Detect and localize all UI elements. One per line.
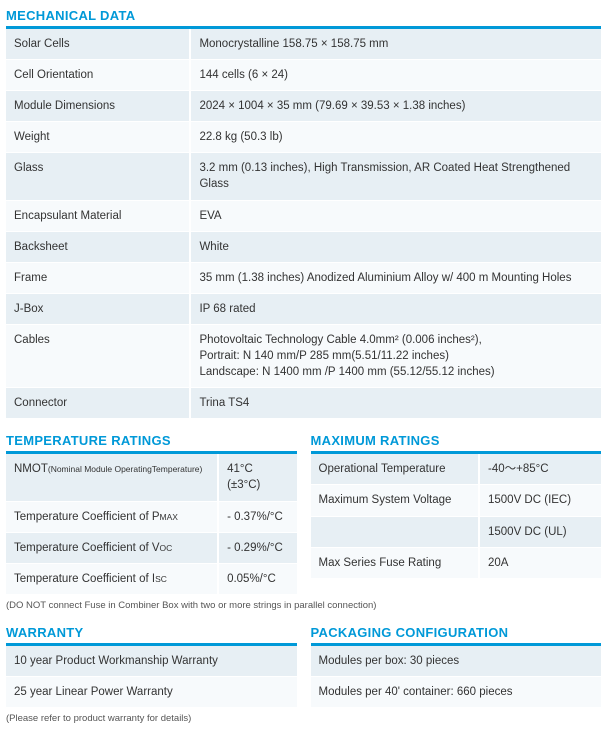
table-row: Weight 22.8 kg (50.3 lb) bbox=[6, 122, 601, 153]
temperature-table: NMOT(Nominal Module OperatingTemperature… bbox=[6, 454, 297, 594]
nmot-sub: (Nominal Module OperatingTemperature) bbox=[48, 464, 203, 474]
spec-label: Temperature Coefficient of ISC bbox=[6, 563, 218, 594]
spec-value: 35 mm (1.38 inches) Anodized Aluminium A… bbox=[190, 262, 601, 293]
table-row: 10 year Product Workmanship Warranty bbox=[6, 646, 297, 677]
table-row: Modules per box: 30 pieces bbox=[311, 646, 602, 677]
spec-label: Backsheet bbox=[6, 231, 190, 262]
table-row: Modules per 40' container: 660 pieces bbox=[311, 676, 602, 707]
spec-label: Frame bbox=[6, 262, 190, 293]
spec-label: Solar Cells bbox=[6, 29, 190, 60]
spec-value: Modules per box: 30 pieces bbox=[311, 646, 602, 677]
spec-label: Connector bbox=[6, 388, 190, 419]
spec-label: Glass bbox=[6, 153, 190, 200]
spec-value: - 0.37%/°C bbox=[218, 501, 296, 532]
spec-label: Cell Orientation bbox=[6, 60, 190, 91]
table-row: Max Series Fuse Rating 20A bbox=[311, 547, 602, 578]
spec-value: 1500V DC (UL) bbox=[479, 516, 601, 547]
maximum-title: MAXIMUM RATINGS bbox=[311, 433, 602, 454]
spec-label: Max Series Fuse Rating bbox=[311, 547, 479, 578]
table-row: Encapsulant Material EVA bbox=[6, 200, 601, 231]
spec-label: J-Box bbox=[6, 293, 190, 324]
table-row: J-Box IP 68 rated bbox=[6, 293, 601, 324]
cables-line: Portrait: N 140 mm/P 285 mm(5.51/11.22 i… bbox=[199, 350, 449, 362]
spec-value: EVA bbox=[190, 200, 601, 231]
spec-label: Temperature Coefficient of VOC bbox=[6, 532, 218, 563]
spec-value: 41°C (±3°C) bbox=[218, 454, 296, 501]
spec-label bbox=[311, 516, 479, 547]
temperature-title: TEMPERATURE RATINGS bbox=[6, 433, 297, 454]
spec-label: Weight bbox=[6, 122, 190, 153]
spec-value: Photovoltaic Technology Cable 4.0mm² (0.… bbox=[190, 324, 601, 387]
fuse-note: (DO NOT connect Fuse in Combiner Box wit… bbox=[6, 600, 601, 611]
mechanical-title: MECHANICAL DATA bbox=[6, 8, 601, 29]
warranty-note: (Please refer to product warranty for de… bbox=[6, 713, 297, 724]
coeff-sub: SC bbox=[155, 574, 167, 584]
spec-value: 20A bbox=[479, 547, 601, 578]
spec-value: 0.05%/°C bbox=[218, 563, 296, 594]
maximum-table: Operational Temperature -40～+85°C Maximu… bbox=[311, 454, 602, 578]
cables-line: Photovoltaic Technology Cable 4.0mm² (0.… bbox=[199, 334, 481, 346]
table-row: Cell Orientation 144 cells (6 × 24) bbox=[6, 60, 601, 91]
table-row: Maximum System Voltage 1500V DC (IEC) bbox=[311, 485, 602, 516]
table-row: Temperature Coefficient of PMAX - 0.37%/… bbox=[6, 501, 297, 532]
spec-label: NMOT(Nominal Module OperatingTemperature… bbox=[6, 454, 218, 501]
table-row: Cables Photovoltaic Technology Cable 4.0… bbox=[6, 324, 601, 387]
warranty-table: 10 year Product Workmanship Warranty 25 … bbox=[6, 646, 297, 708]
coeff-label: Temperature Coefficient of I bbox=[14, 573, 155, 585]
spec-label: Module Dimensions bbox=[6, 91, 190, 122]
table-row: Operational Temperature -40～+85°C bbox=[311, 454, 602, 485]
spec-label: Encapsulant Material bbox=[6, 200, 190, 231]
coeff-sub: OC bbox=[160, 543, 173, 553]
warranty-title: WARRANTY bbox=[6, 625, 297, 646]
table-row: NMOT(Nominal Module OperatingTemperature… bbox=[6, 454, 297, 501]
table-row: 25 year Linear Power Warranty bbox=[6, 676, 297, 707]
cables-line: Landscape: N 1400 mm /P 1400 mm (55.12/5… bbox=[199, 366, 494, 378]
packaging-title: PACKAGING CONFIGURATION bbox=[311, 625, 602, 646]
spec-value: - 0.29%/°C bbox=[218, 532, 296, 563]
spec-value: -40～+85°C bbox=[479, 454, 601, 485]
spec-value: 144 cells (6 × 24) bbox=[190, 60, 601, 91]
table-row: Temperature Coefficient of VOC - 0.29%/°… bbox=[6, 532, 297, 563]
table-row: Solar Cells Monocrystalline 158.75 × 158… bbox=[6, 29, 601, 60]
table-row: Temperature Coefficient of ISC 0.05%/°C bbox=[6, 563, 297, 594]
spec-value: Modules per 40' container: 660 pieces bbox=[311, 676, 602, 707]
table-row: Connector Trina TS4 bbox=[6, 388, 601, 419]
table-row: Backsheet White bbox=[6, 231, 601, 262]
spec-label: Operational Temperature bbox=[311, 454, 479, 485]
mechanical-table: Solar Cells Monocrystalline 158.75 × 158… bbox=[6, 29, 601, 419]
spec-value: IP 68 rated bbox=[190, 293, 601, 324]
table-row: 1500V DC (UL) bbox=[311, 516, 602, 547]
coeff-sub: MAX bbox=[160, 512, 178, 522]
table-row: Frame 35 mm (1.38 inches) Anodized Alumi… bbox=[6, 262, 601, 293]
spec-value: 22.8 kg (50.3 lb) bbox=[190, 122, 601, 153]
coeff-label: Temperature Coefficient of V bbox=[14, 542, 160, 554]
coeff-label: Temperature Coefficient of P bbox=[14, 511, 160, 523]
spec-label: Maximum System Voltage bbox=[311, 485, 479, 516]
spec-label: Temperature Coefficient of PMAX bbox=[6, 501, 218, 532]
packaging-table: Modules per box: 30 pieces Modules per 4… bbox=[311, 646, 602, 708]
spec-value: Monocrystalline 158.75 × 158.75 mm bbox=[190, 29, 601, 60]
spec-value: 1500V DC (IEC) bbox=[479, 485, 601, 516]
spec-value: 10 year Product Workmanship Warranty bbox=[6, 646, 297, 677]
table-row: Glass 3.2 mm (0.13 inches), High Transmi… bbox=[6, 153, 601, 200]
spec-label: Cables bbox=[6, 324, 190, 387]
spec-value: Trina TS4 bbox=[190, 388, 601, 419]
nmot-label: NMOT bbox=[14, 463, 48, 475]
spec-value: 3.2 mm (0.13 inches), High Transmission,… bbox=[190, 153, 601, 200]
spec-value: White bbox=[190, 231, 601, 262]
table-row: Module Dimensions 2024 × 1004 × 35 mm (7… bbox=[6, 91, 601, 122]
spec-value: 2024 × 1004 × 35 mm (79.69 × 39.53 × 1.3… bbox=[190, 91, 601, 122]
spec-value: 25 year Linear Power Warranty bbox=[6, 676, 297, 707]
